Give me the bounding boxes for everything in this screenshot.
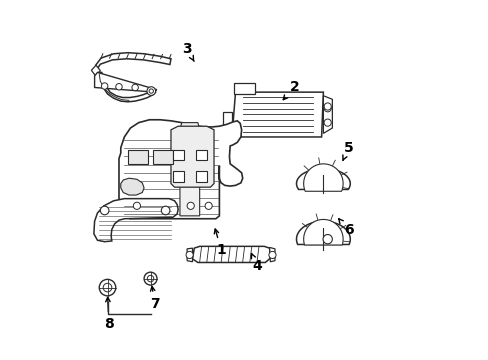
Text: 6: 6	[338, 219, 353, 237]
Polygon shape	[121, 178, 144, 195]
Polygon shape	[171, 126, 214, 187]
FancyBboxPatch shape	[196, 149, 206, 160]
Polygon shape	[180, 123, 199, 216]
Circle shape	[161, 206, 169, 215]
Polygon shape	[269, 247, 274, 262]
Circle shape	[323, 234, 332, 244]
Polygon shape	[96, 53, 171, 71]
Circle shape	[144, 272, 157, 285]
Polygon shape	[98, 72, 155, 102]
Circle shape	[103, 283, 112, 292]
Circle shape	[116, 84, 122, 90]
Circle shape	[100, 206, 109, 215]
FancyBboxPatch shape	[196, 171, 206, 182]
Text: 1: 1	[214, 229, 225, 257]
Polygon shape	[192, 246, 270, 262]
Circle shape	[133, 202, 140, 210]
Text: 7: 7	[150, 287, 160, 311]
Circle shape	[185, 251, 193, 258]
Circle shape	[101, 83, 108, 89]
Polygon shape	[303, 220, 343, 245]
Polygon shape	[323, 96, 332, 134]
Circle shape	[268, 251, 276, 258]
FancyBboxPatch shape	[173, 171, 184, 182]
Circle shape	[324, 105, 330, 112]
Polygon shape	[296, 168, 349, 189]
Polygon shape	[223, 112, 231, 130]
Polygon shape	[233, 83, 255, 94]
Text: 3: 3	[182, 42, 194, 61]
Polygon shape	[187, 248, 192, 262]
Circle shape	[147, 275, 153, 282]
Text: 2: 2	[283, 80, 299, 100]
Circle shape	[99, 279, 116, 296]
Polygon shape	[231, 92, 323, 137]
Polygon shape	[91, 65, 100, 76]
FancyBboxPatch shape	[153, 150, 172, 164]
Text: 5: 5	[342, 141, 353, 160]
Polygon shape	[119, 120, 242, 219]
Polygon shape	[94, 199, 178, 242]
Circle shape	[132, 84, 138, 91]
Text: 4: 4	[251, 253, 262, 273]
FancyBboxPatch shape	[173, 149, 184, 160]
Polygon shape	[94, 72, 156, 92]
Circle shape	[324, 119, 330, 126]
Circle shape	[147, 87, 155, 95]
Circle shape	[204, 202, 212, 210]
Circle shape	[187, 202, 194, 210]
Text: 8: 8	[104, 297, 114, 331]
Polygon shape	[296, 221, 349, 244]
Circle shape	[149, 89, 153, 93]
Polygon shape	[303, 164, 343, 191]
Circle shape	[324, 103, 330, 110]
FancyBboxPatch shape	[128, 150, 147, 164]
